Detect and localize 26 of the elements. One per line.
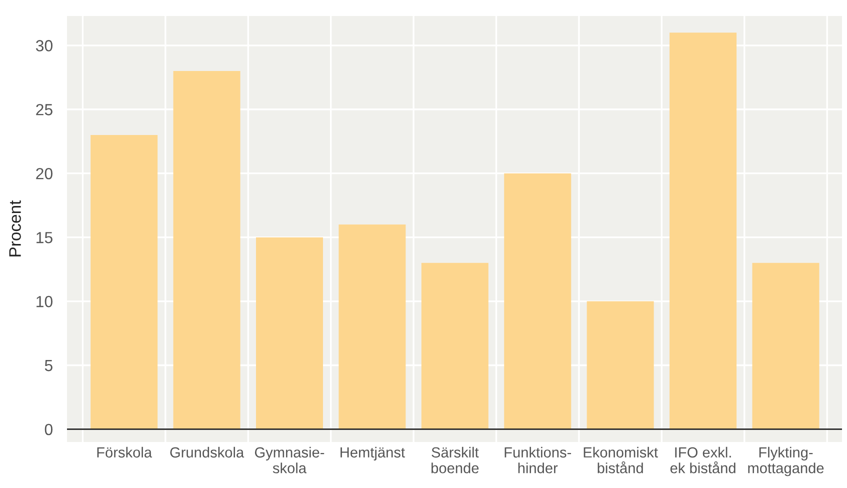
bar [586,301,654,430]
bar [256,237,323,430]
x-tick-label: Funktions- hinder [504,446,572,474]
y-tick-label: 25 [36,104,52,116]
bar [504,173,572,430]
y-tick-label: 0 [44,424,52,436]
x-tick-label: Flykting- mottagande [748,446,824,476]
bar [173,71,240,430]
x-tick-label: Ekonomiskt bistånd [584,446,658,474]
bar [670,32,737,430]
y-tick-label: 30 [36,40,52,52]
y-axis-title: Procent [9,200,21,256]
x-tick-label: Särskilt boende [432,446,479,474]
y-tick-label: 10 [36,296,52,308]
bar [752,262,820,430]
bar [421,262,488,430]
y-tick-label: 20 [36,168,52,180]
y-tick-label: 5 [44,360,52,372]
x-tick-label: Gymnasie- skola [254,446,324,474]
x-tick-label: IFO exkl. ek bistånd [670,446,736,474]
x-tick-label: Förskola [97,446,152,458]
x-tick-label: Hemtjänst [340,446,405,460]
y-tick-label: 15 [36,232,52,244]
bar [90,134,158,430]
bar [338,224,406,430]
x-tick-label: Grundskola [170,446,244,458]
